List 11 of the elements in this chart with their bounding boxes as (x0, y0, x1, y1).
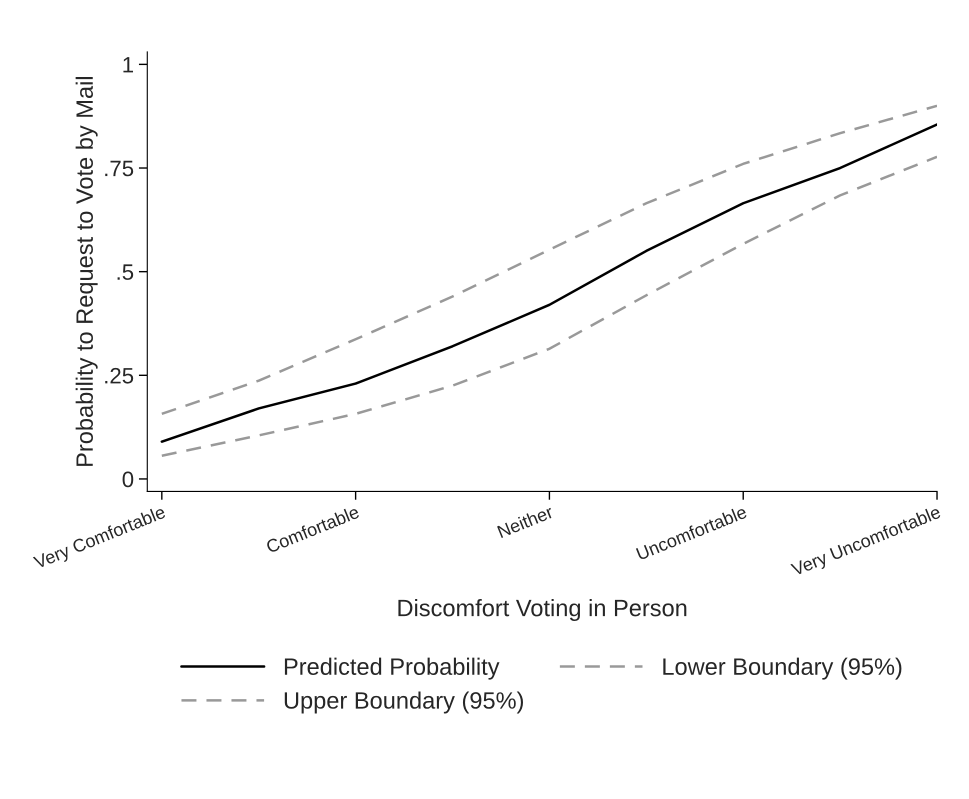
legend-label: Upper Boundary (95%) (284, 691, 523, 714)
y-tick-label: 1 (123, 57, 134, 72)
y-tick-label: .25 (105, 368, 134, 384)
x-axis-title: Discomfort Voting in Person (398, 599, 686, 622)
x-tick-label: Neither (496, 504, 554, 538)
legend-label: Predicted Probability (284, 658, 500, 680)
legend-label: Lower Boundary (95%) (663, 658, 902, 680)
y-tick-label: .75 (105, 160, 134, 176)
y-tick-label: .5 (118, 264, 134, 280)
y-axis-title: Probability to Request to Vote by Mail (76, 77, 98, 466)
y-tick-label: 0 (122, 471, 134, 488)
